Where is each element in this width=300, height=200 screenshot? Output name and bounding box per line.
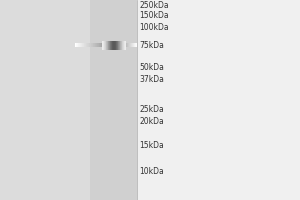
FancyBboxPatch shape (129, 43, 130, 47)
FancyBboxPatch shape (119, 40, 120, 49)
FancyBboxPatch shape (83, 43, 84, 47)
Text: 150kDa: 150kDa (140, 11, 169, 21)
FancyBboxPatch shape (131, 43, 132, 47)
Text: 37kDa: 37kDa (140, 75, 164, 84)
FancyBboxPatch shape (95, 43, 96, 47)
FancyBboxPatch shape (108, 40, 109, 49)
FancyBboxPatch shape (96, 43, 97, 47)
FancyBboxPatch shape (90, 0, 136, 200)
FancyBboxPatch shape (126, 43, 127, 47)
FancyBboxPatch shape (89, 43, 90, 47)
FancyBboxPatch shape (92, 43, 93, 47)
FancyBboxPatch shape (99, 43, 100, 47)
FancyBboxPatch shape (84, 43, 85, 47)
FancyBboxPatch shape (128, 43, 129, 47)
FancyBboxPatch shape (115, 40, 116, 49)
FancyBboxPatch shape (90, 43, 91, 47)
FancyBboxPatch shape (104, 40, 105, 49)
FancyBboxPatch shape (134, 43, 135, 47)
FancyBboxPatch shape (98, 43, 99, 47)
FancyBboxPatch shape (80, 43, 81, 47)
FancyBboxPatch shape (121, 40, 122, 49)
FancyBboxPatch shape (0, 0, 136, 200)
FancyBboxPatch shape (116, 40, 117, 49)
FancyBboxPatch shape (132, 43, 133, 47)
FancyBboxPatch shape (122, 40, 123, 49)
FancyBboxPatch shape (76, 43, 77, 47)
FancyBboxPatch shape (120, 40, 121, 49)
FancyBboxPatch shape (105, 40, 106, 49)
FancyBboxPatch shape (81, 43, 82, 47)
FancyBboxPatch shape (100, 43, 101, 47)
FancyBboxPatch shape (110, 40, 111, 49)
FancyBboxPatch shape (97, 43, 98, 47)
Text: 75kDa: 75kDa (140, 40, 164, 49)
FancyBboxPatch shape (135, 43, 136, 47)
FancyBboxPatch shape (82, 43, 83, 47)
FancyBboxPatch shape (78, 43, 79, 47)
FancyBboxPatch shape (85, 43, 86, 47)
FancyBboxPatch shape (75, 43, 76, 47)
FancyBboxPatch shape (101, 43, 102, 47)
FancyBboxPatch shape (106, 40, 107, 49)
FancyBboxPatch shape (124, 40, 125, 49)
Text: 15kDa: 15kDa (140, 142, 164, 150)
FancyBboxPatch shape (136, 0, 300, 200)
FancyBboxPatch shape (118, 40, 119, 49)
Text: 20kDa: 20kDa (140, 116, 164, 126)
FancyBboxPatch shape (130, 43, 131, 47)
FancyBboxPatch shape (109, 40, 110, 49)
FancyBboxPatch shape (94, 43, 95, 47)
FancyBboxPatch shape (125, 40, 126, 49)
Text: 250kDa: 250kDa (140, 1, 169, 10)
FancyBboxPatch shape (111, 40, 112, 49)
FancyBboxPatch shape (127, 43, 128, 47)
FancyBboxPatch shape (87, 43, 88, 47)
FancyBboxPatch shape (107, 40, 108, 49)
FancyBboxPatch shape (93, 43, 94, 47)
FancyBboxPatch shape (86, 43, 87, 47)
FancyBboxPatch shape (82, 43, 83, 47)
FancyBboxPatch shape (113, 40, 114, 49)
Text: 50kDa: 50kDa (140, 62, 164, 72)
FancyBboxPatch shape (91, 43, 92, 47)
Text: 10kDa: 10kDa (140, 166, 164, 176)
FancyBboxPatch shape (114, 40, 115, 49)
FancyBboxPatch shape (79, 43, 80, 47)
FancyBboxPatch shape (88, 43, 89, 47)
FancyBboxPatch shape (117, 40, 118, 49)
FancyBboxPatch shape (133, 43, 134, 47)
Text: 25kDa: 25kDa (140, 105, 164, 114)
FancyBboxPatch shape (112, 40, 113, 49)
FancyBboxPatch shape (77, 43, 78, 47)
FancyBboxPatch shape (123, 40, 124, 49)
FancyBboxPatch shape (103, 40, 104, 49)
Text: 100kDa: 100kDa (140, 23, 169, 32)
FancyBboxPatch shape (102, 40, 103, 49)
